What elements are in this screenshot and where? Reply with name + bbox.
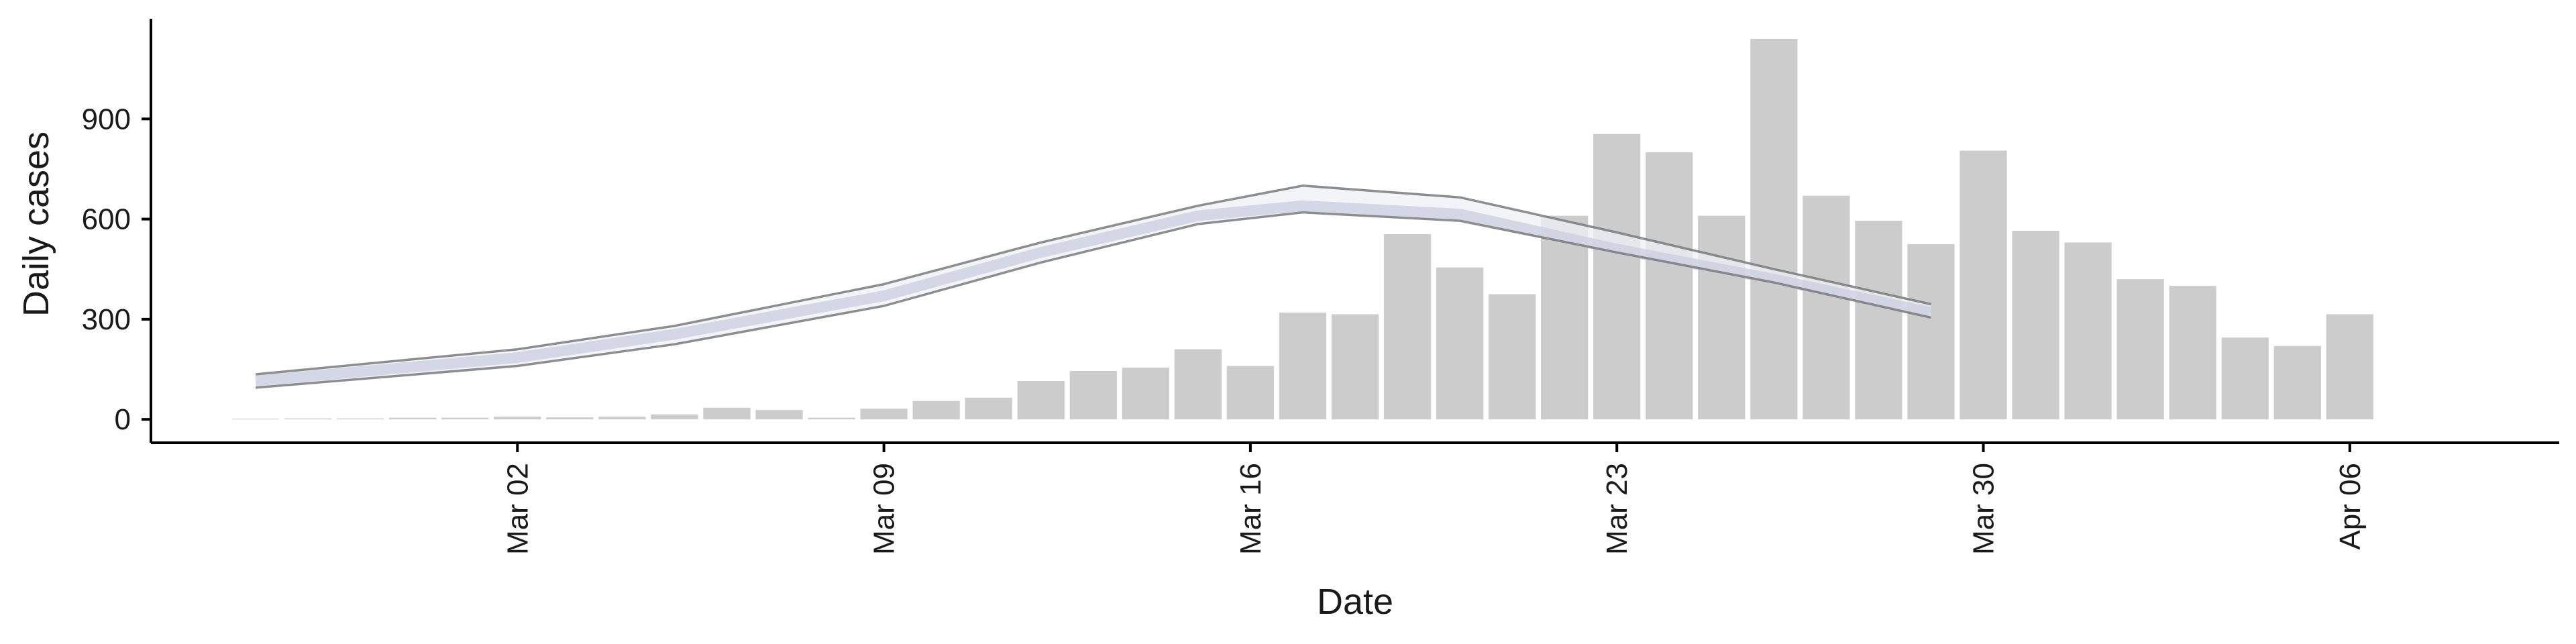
bar [965,397,1012,420]
bar [2169,286,2216,420]
bar [1593,133,1641,420]
y-axis-title: Daily cases [16,131,56,317]
bar [598,417,646,420]
bar [389,417,437,420]
y-tick-label: 900 [82,103,131,136]
bar [1803,195,1850,420]
bar [2326,314,2373,420]
bar [703,407,751,420]
bar [755,410,803,420]
y-axis-ticks: 0 300 600 900 [82,103,151,436]
x-axis-title: Date [1317,582,1393,622]
x-tick-label: Mar 30 [1968,463,2000,555]
bar [2116,279,2164,420]
bar [546,417,594,420]
x-tick-label: Mar 09 [868,463,901,555]
bar [1331,314,1379,420]
bar [1646,152,1693,420]
bar [860,409,908,420]
bar [2221,337,2269,420]
bar [1279,312,1327,420]
x-tick-label: Mar 23 [1601,463,1633,555]
y-tick-label: 600 [82,203,131,236]
bar [1226,366,1275,420]
bar [808,417,855,420]
x-tick-label: Mar 16 [1234,463,1267,555]
smoothed-band-layer [255,184,1933,389]
y-tick-label: 300 [82,303,131,336]
bar [1960,150,2007,420]
bar [1174,349,1222,420]
bar [2064,242,2112,420]
smoothed-lower-line [255,211,1931,389]
bar [651,414,698,420]
bars-layer [231,38,2373,420]
x-axis-ticks: Mar 02 Mar 09 Mar 16 Mar 23 Mar 30 Apr 06 [501,443,2367,555]
bar [1750,38,1798,420]
bar [1436,267,1484,420]
y-tick-label: 0 [115,403,131,436]
bar [1017,380,1065,420]
bar [1907,244,1955,420]
bar [1489,294,1536,420]
bar [441,417,489,420]
x-tick-label: Mar 02 [501,463,534,555]
x-tick-label: Apr 06 [2334,463,2367,550]
bar [1122,368,1169,420]
bar [494,417,541,420]
bar [2273,345,2321,420]
bar [912,400,960,420]
bar [1855,221,1902,420]
bar [2012,231,2059,420]
bar [1698,215,1746,420]
bar [1069,371,1117,420]
smoothed-center-line [255,200,1933,386]
bar [1383,233,1432,420]
bar [1541,215,1589,420]
smoothed-upper-line [255,184,1931,376]
